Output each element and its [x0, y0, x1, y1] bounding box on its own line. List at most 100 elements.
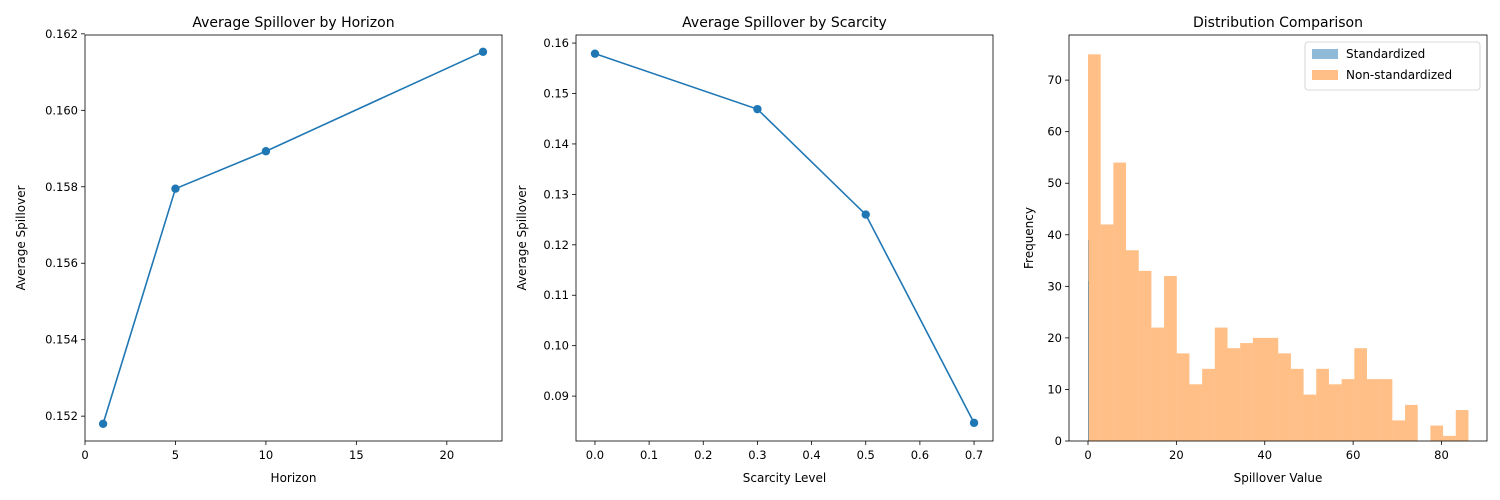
standardized-bar [1088, 239, 1089, 441]
legend-label-non-standardized: Non-standardized [1346, 68, 1452, 82]
y-tick-label: 0.13 [543, 187, 569, 201]
series-line [594, 52, 975, 424]
y-tick-label: 0.16 [543, 36, 569, 50]
x-tick-label: 15 [349, 448, 364, 462]
x-tick-label: 0.0 [586, 448, 604, 462]
non-standardized-bar [1430, 425, 1444, 441]
legend-box [1304, 41, 1481, 91]
x-tick-label: 0.4 [802, 448, 820, 462]
y-tick-label: 0.160 [45, 103, 78, 117]
chart-distribution: Distribution Comparison Spillover Value … [1022, 15, 1488, 485]
chart-distribution-legend: Standardized Non-standardized [1304, 41, 1481, 91]
y-tick-label: 0.09 [543, 389, 569, 403]
y-tick-label: 0.12 [543, 238, 569, 252]
y-tick-label: 0.10 [543, 339, 569, 353]
non-standardized-bar [1214, 327, 1228, 441]
non-standardized-bar [1354, 348, 1367, 441]
x-tick-label: 0.5 [857, 448, 875, 462]
y-tick-label: 20 [1047, 331, 1062, 345]
non-standardized-bar [1443, 435, 1456, 441]
y-tick-label: 0.156 [45, 256, 78, 270]
non-standardized-bar [1252, 337, 1266, 441]
non-standardized-bar [1303, 394, 1317, 441]
x-tick-label: 5 [172, 448, 179, 462]
non-standardized-bar [1405, 404, 1418, 441]
y-tick-label: 0.15 [543, 87, 569, 101]
y-tick-label: 0.11 [543, 288, 569, 302]
chart-horizon-ylabel: Average Spillover [14, 185, 28, 290]
data-point [861, 210, 870, 219]
non-standardized-bar [1278, 353, 1291, 441]
non-standardized-bar [1240, 343, 1253, 441]
chart-horizon: Average Spillover by Horizon Horizon Ave… [14, 15, 503, 485]
non-standardized-bar [1392, 420, 1406, 441]
chart-scarcity-ylabel: Average Spillover [515, 185, 529, 290]
chart-scarcity-marks [590, 49, 979, 428]
chart-scarcity-frame [575, 34, 994, 442]
legend-label-standardized: Standardized [1346, 47, 1425, 61]
y-tick-label: 0.158 [45, 180, 78, 194]
chart-distribution-title: Distribution Comparison [1193, 15, 1363, 31]
non-standardized-bar [1366, 379, 1380, 441]
y-tick-label: 10 [1047, 382, 1062, 396]
x-tick-label: 20 [440, 448, 455, 462]
data-point [590, 49, 600, 58]
x-tick-label: 60 [1346, 448, 1361, 462]
chart-scarcity-yticks: 0.09 0.10 0.11 0.12 0.13 0.14 0.15 0.16 [543, 36, 576, 403]
non-standardized-bar [1189, 384, 1203, 441]
chart-horizon-frame [84, 34, 503, 442]
non-standardized-bar [1328, 384, 1342, 441]
non-standardized-bar [1341, 379, 1355, 441]
non-standardized-bar [1316, 368, 1329, 441]
x-tick-label: 0.6 [911, 448, 929, 462]
chart-distribution-ylabel: Frequency [1022, 207, 1036, 269]
x-tick-label: 10 [259, 448, 274, 462]
chart-horizon-xticks: 0 5 10 15 20 [81, 441, 454, 462]
y-tick-label: 60 [1047, 125, 1062, 139]
x-tick-label: 40 [1257, 448, 1272, 462]
y-tick-label: 30 [1047, 279, 1062, 293]
data-point [171, 184, 180, 193]
chart-distribution-xlabel: Spillover Value [1234, 471, 1323, 485]
non-standardized-bar [1126, 250, 1139, 441]
chart-distribution-xticks: 0 20 40 60 80 [1084, 441, 1449, 462]
data-point [969, 418, 979, 428]
series-line [102, 51, 484, 425]
non-standardized-bar [1151, 327, 1165, 441]
chart-horizon-yticks: 0.152 0.154 0.156 0.158 0.160 0.162 [45, 27, 85, 423]
x-tick-label: 0 [1084, 448, 1091, 462]
non-standardized-bar [1202, 368, 1215, 441]
non-standardized-bar [1290, 368, 1304, 441]
chart-scarcity: Average Spillover by Scarcity Scarcity L… [515, 15, 994, 485]
non-standardized-bar [1227, 348, 1241, 441]
data-point [753, 104, 762, 114]
chart-distribution-marks [1088, 54, 1469, 441]
non-standardized-bar [1265, 337, 1279, 441]
chart-scarcity-xticks: 0.0 0.1 0.2 0.3 0.4 0.5 0.6 0.7 [586, 441, 983, 462]
chart-scarcity-xlabel: Scarcity Level [743, 471, 826, 485]
standardized-bar [1088, 281, 1089, 441]
x-tick-label: 0.1 [640, 448, 658, 462]
y-tick-label: 40 [1047, 228, 1062, 242]
non-standardized-bar [1100, 224, 1114, 441]
x-tick-label: 0.2 [694, 448, 712, 462]
y-tick-label: 0.14 [543, 137, 569, 151]
y-tick-label: 50 [1047, 176, 1062, 190]
data-point [261, 147, 271, 156]
data-point [478, 47, 488, 57]
non-standardized-bar [1164, 276, 1177, 441]
chart-scarcity-title: Average Spillover by Scarcity [682, 15, 887, 31]
legend-swatch-non-standardized [1312, 70, 1338, 80]
non-standardized-bar [1455, 410, 1469, 441]
non-standardized-bar [1138, 270, 1152, 441]
chart-horizon-xlabel: Horizon [271, 471, 317, 485]
non-standardized-bar [1088, 54, 1101, 441]
non-standardized-bar [1113, 162, 1127, 441]
y-tick-label: 70 [1047, 73, 1062, 87]
chart-distribution-frame [1068, 34, 1488, 442]
chart-horizon-marks [98, 47, 488, 428]
chart-distribution-yticks: 0 10 20 30 40 50 60 70 [1047, 73, 1069, 448]
x-tick-label: 0.7 [965, 448, 983, 462]
y-tick-label: 0 [1055, 434, 1062, 448]
